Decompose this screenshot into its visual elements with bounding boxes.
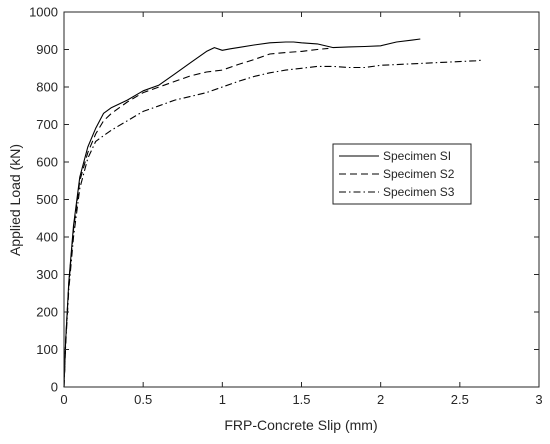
y-tick-label: 400: [36, 230, 58, 245]
series-line-2: [63, 47, 329, 388]
x-tick-label: 0: [60, 392, 67, 407]
y-tick-label: 300: [36, 267, 58, 282]
x-tick-label: 2: [377, 392, 384, 407]
legend-label-3: Specimen S3: [383, 185, 455, 199]
y-tick-label: 700: [36, 117, 58, 132]
y-tick-label: 0: [51, 380, 58, 395]
y-axis-label: Applied Load (kN): [7, 144, 23, 256]
x-tick-label: 1: [219, 392, 226, 407]
y-tick-label: 600: [36, 155, 58, 170]
x-axis-label: FRP-Concrete Slip (mm): [224, 417, 377, 433]
legend-label-1: Specimen SI: [383, 149, 451, 163]
legend: Specimen SI Specimen S2 Specimen S3: [332, 143, 472, 205]
series-layer: [63, 38, 484, 388]
x-tick-label: 0.5: [134, 392, 152, 407]
series-line-1: [63, 38, 421, 388]
x-tick-label: 2.5: [451, 392, 469, 407]
y-tick-label: 1000: [29, 5, 58, 20]
series-line-3: [63, 59, 484, 388]
y-tick-label: 500: [36, 192, 58, 207]
axes-layer: 0 0.5 1 1.5 2 2.5 3 0 100 200 300 400 500 600 700 800 90…: [29, 5, 543, 408]
x-tick-label: 3: [535, 392, 542, 407]
x-tick-label: 1.5: [292, 392, 310, 407]
y-tick-label: 100: [36, 342, 58, 357]
legend-label-2: Specimen S2: [383, 167, 455, 181]
y-tick-label: 200: [36, 305, 58, 320]
y-tick-label: 900: [36, 42, 58, 57]
y-tick-label: 800: [36, 80, 58, 95]
